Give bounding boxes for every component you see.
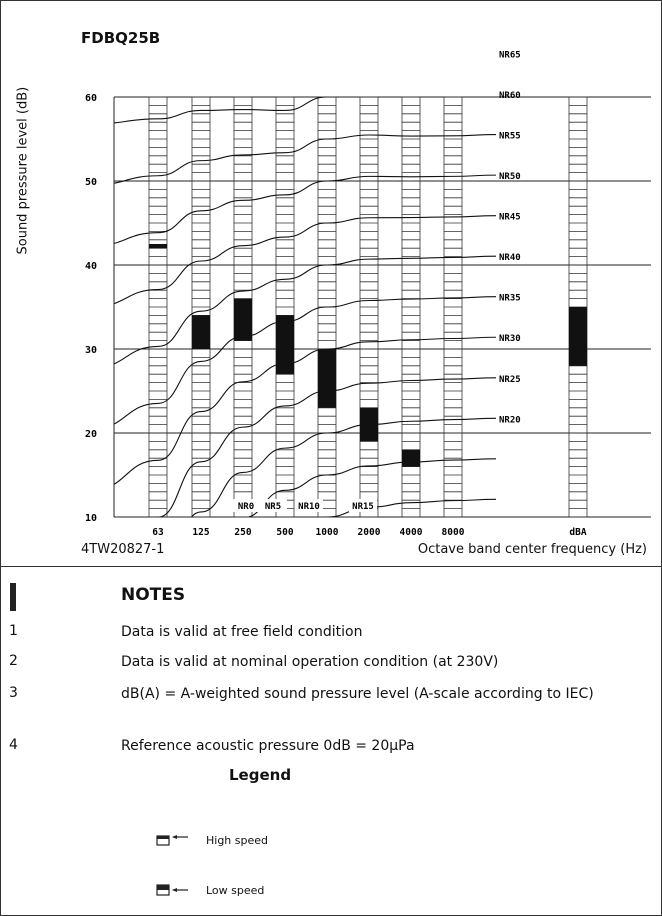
high-speed-marker-icon xyxy=(156,835,188,846)
nr-curve-label: NR55 xyxy=(499,132,521,142)
nr-curve-label: NR5 xyxy=(265,502,281,512)
nr-curve xyxy=(114,336,497,485)
nr-label-bg xyxy=(232,499,260,512)
level-bar xyxy=(234,298,252,341)
nr-curve-label: NR50 xyxy=(499,172,521,182)
legend-title: Legend xyxy=(229,766,292,784)
y-tick-label: 40 xyxy=(85,261,97,272)
notes-marker xyxy=(10,583,16,611)
note-text: dB(A) = A-weighted sound pressure level … xyxy=(121,686,594,702)
level-bar xyxy=(360,407,378,442)
nr-curve-label: NR60 xyxy=(499,91,521,101)
y-tick-label: 20 xyxy=(85,429,97,440)
nr-curve-label: NR30 xyxy=(499,334,521,344)
nr-label-bg xyxy=(295,499,323,512)
x-tick-label: 250 xyxy=(234,527,251,538)
x-tick-label: 1000 xyxy=(316,527,339,538)
nr-chart: 10 20 30 40 50 60 NR65 NR60 NR55 NR50 NR45 NR40 NR35… xyxy=(85,51,651,541)
nr-curve-label: NR20 xyxy=(499,415,521,425)
note-text: Data is valid at nominal operation condi… xyxy=(121,654,499,670)
x-axis-label: Octave band center frequency (Hz) xyxy=(417,542,647,557)
x-tick-label: 4000 xyxy=(400,527,423,538)
nr-curve xyxy=(94,52,496,68)
note-text: Reference acoustic pressure 0dB = 20μPa xyxy=(121,738,415,754)
nr-curve-label: NR15 xyxy=(352,502,374,512)
x-tick-label: 125 xyxy=(192,527,209,538)
y-tick-label: 50 xyxy=(85,177,97,188)
level-bar xyxy=(149,244,167,249)
x-tick-label: 2000 xyxy=(358,527,381,538)
level-bar xyxy=(318,349,336,408)
level-bar xyxy=(402,449,420,467)
nr-curve-label: NR0 xyxy=(238,502,254,512)
x-tick-label: 63 xyxy=(152,527,164,538)
legend-low-speed: Low speed xyxy=(156,883,264,897)
nr-label-bg xyxy=(349,499,377,512)
y-tick-label: 60 xyxy=(85,93,97,104)
nr-curve-label: NR45 xyxy=(499,213,521,223)
nr-curve xyxy=(114,296,497,425)
note-number: 4 xyxy=(9,737,18,753)
nr-curve xyxy=(114,174,497,244)
level-bar xyxy=(569,307,587,366)
nr-curve-label: NR10 xyxy=(298,502,320,512)
x-tick-label: 8000 xyxy=(442,527,465,538)
note-text: Data is valid at free field condition xyxy=(121,624,363,640)
note-number: 1 xyxy=(9,623,18,639)
level-bar xyxy=(276,315,294,375)
nr-label-bg xyxy=(259,499,287,512)
model-title: FDBQ25B xyxy=(81,29,161,47)
nr-curve xyxy=(94,540,496,541)
nr-curve xyxy=(114,255,497,365)
note-number: 3 xyxy=(9,685,18,701)
nr-curve xyxy=(154,377,497,517)
legend-high-label: High speed xyxy=(206,833,269,847)
nr-curve-label: NR25 xyxy=(499,375,521,385)
nr-curve-label: NR65 xyxy=(499,51,521,61)
y-tick-label: 30 xyxy=(85,345,97,356)
nr-curve-label: NR35 xyxy=(499,294,521,304)
nr-curve xyxy=(321,498,497,517)
legend-high-speed: High speed xyxy=(156,833,268,847)
divider xyxy=(1,566,661,567)
nr-curve xyxy=(114,215,497,305)
nr-curve xyxy=(114,97,340,124)
nr-curve xyxy=(190,417,497,517)
nr-curve-label: NR40 xyxy=(499,253,521,263)
x-tick-label: 500 xyxy=(276,527,293,538)
nr-curve xyxy=(244,458,497,517)
level-bar xyxy=(192,315,210,349)
y-tick-label: 10 xyxy=(85,513,97,524)
legend-low-label: Low speed xyxy=(206,883,265,897)
drawing-code: 4TW20827-1 xyxy=(81,542,165,557)
x-tick-label: dBA xyxy=(569,527,586,538)
low-speed-marker-icon xyxy=(156,884,188,896)
note-number: 2 xyxy=(9,653,18,669)
nr-curve xyxy=(114,134,497,184)
notes-title: NOTES xyxy=(121,585,186,605)
